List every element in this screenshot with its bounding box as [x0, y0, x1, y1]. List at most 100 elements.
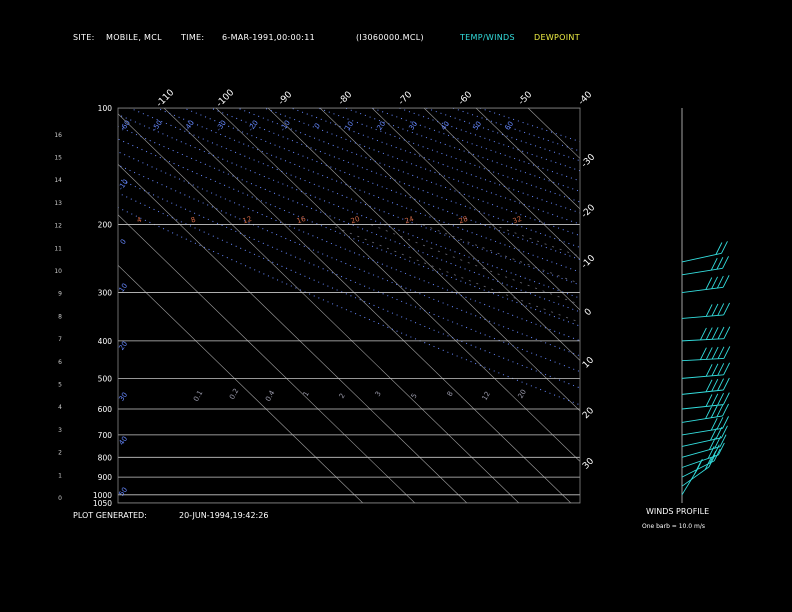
- height-km-tick-label: 2: [58, 450, 62, 457]
- mixing-ratio-label: 8: [446, 390, 455, 398]
- wind-barb-flag: [723, 346, 731, 359]
- isotherm-line: [319, 108, 580, 361]
- temperature-tick-label-right: -30: [580, 152, 598, 170]
- wind-barb-flag: [705, 347, 713, 360]
- wind-barb-flag: [719, 434, 727, 447]
- wind-barb-flag: [723, 326, 731, 339]
- temperature-tick-label-top: -50: [517, 90, 535, 108]
- wind-barb-shaft: [681, 404, 724, 410]
- dry-adiabat-label: 30: [408, 120, 420, 132]
- dry-adiabat-line: [479, 108, 580, 143]
- grid-lines: [118, 108, 792, 503]
- dry-adiabat-line: [317, 108, 580, 203]
- dry-adiabat-label: 10: [344, 120, 356, 132]
- dry-adiabat-label: -40: [183, 119, 196, 133]
- wind-barb-flag: [717, 442, 725, 456]
- wind-barb-flag: [705, 379, 713, 393]
- legend-dewpoint: DEWPOINT: [534, 33, 580, 42]
- temperature-tick-label-top: -100: [215, 88, 237, 110]
- temperature-tick-label-right: -10: [580, 253, 598, 271]
- site-value: MOBILE, MCL: [106, 33, 162, 42]
- isotherm-line: [527, 108, 580, 159]
- wind-barb-flag: [711, 327, 719, 340]
- height-km-tick-label: 4: [58, 404, 62, 411]
- moist-adiabat-line: [491, 224, 580, 257]
- temperature-profile-line: [596, 197, 792, 457]
- mixing-ratio-label: 1: [302, 390, 311, 398]
- dry-adiabat-line: [156, 108, 580, 273]
- wind-barb-shaft: [681, 446, 721, 458]
- mixing-ratio-label: 3: [374, 390, 383, 398]
- mixing-ratio-upper-label: 28: [458, 215, 469, 226]
- wind-barb-flag: [711, 346, 719, 360]
- dry-adiabat-label: -50: [151, 119, 164, 133]
- temperature-tick-label-right: -20: [580, 203, 598, 221]
- isotherm-line: [118, 113, 520, 503]
- pressure-tick-label: 100: [98, 104, 113, 113]
- isotherm-line: [579, 108, 580, 109]
- wind-barb-flag: [700, 347, 707, 360]
- mixing-ratio-label: 2: [338, 392, 347, 400]
- mixing-ratio-label: 0.1: [192, 389, 204, 403]
- wind-barb-shaft: [681, 427, 723, 436]
- mixing-ratio-line: [768, 341, 792, 503]
- dry-adiabat-line: [118, 125, 580, 313]
- wind-barb-flag: [722, 275, 730, 288]
- wind-barb-flag: [693, 462, 701, 475]
- isotherm-line: [788, 108, 792, 503]
- height-km-tick-label: 3: [58, 427, 62, 434]
- wind-barb-flag: [710, 405, 718, 418]
- temperature-tick-label-right: 20: [581, 406, 596, 421]
- wind-barb-flag: [700, 327, 707, 341]
- wind-barb-flag: [705, 277, 713, 290]
- height-km-tick-label: 7: [58, 336, 62, 343]
- isotherm-line: [118, 264, 364, 503]
- moist-adiabat-line: [328, 224, 580, 323]
- pressure-tick-label: 200: [98, 220, 113, 229]
- height-km-tick-label: 6: [58, 359, 62, 366]
- wind-barb-flag: [711, 363, 719, 377]
- dry-adiabat-label: -30: [215, 119, 228, 133]
- height-km-tick-label: 10: [54, 268, 62, 275]
- mixing-ratio-upper-label: 12: [242, 215, 253, 226]
- pressure-tick-label: 700: [98, 431, 113, 440]
- wind-barb-flag: [717, 303, 725, 316]
- temperature-tick-label-top: -90: [277, 90, 295, 108]
- wind-barb-flag: [716, 404, 724, 418]
- temperature-tick-label-right: 0: [583, 307, 594, 318]
- mixing-ratio-label: 0.2: [228, 387, 240, 401]
- dry-adiabat-label-left: 30: [118, 391, 130, 403]
- mixing-ratio-upper-label: 16: [296, 215, 308, 226]
- site-label: SITE:: [73, 33, 95, 42]
- pressure-tick-label: 1000: [93, 491, 112, 500]
- wind-barb-flag: [716, 257, 724, 270]
- wind-barb-flag: [722, 416, 729, 429]
- dry-adiabat-label-left: 20: [118, 340, 130, 352]
- wind-barb-shaft: [681, 466, 710, 487]
- wind-barb-shaft: [681, 314, 724, 319]
- wind-barb-flag: [721, 425, 728, 439]
- pressure-tick-label: 900: [98, 473, 113, 482]
- pressure-tick-label: 500: [98, 374, 113, 383]
- pressure-tick-label: 800: [98, 453, 113, 462]
- dry-adiabat-line: [118, 164, 580, 357]
- mixing-ratio-upper-label: 4: [136, 215, 143, 224]
- winds-profile: [681, 108, 731, 503]
- isotherm-line: [371, 108, 580, 311]
- wind-barb-flag: [710, 257, 718, 271]
- temperature-tick-label-top: -40: [577, 90, 595, 108]
- height-km-tick-label: 5: [58, 382, 62, 389]
- height-km-tick-label: 16: [54, 132, 62, 139]
- dry-adiabat-label: -20: [247, 119, 260, 133]
- wind-barb-flag: [711, 393, 719, 407]
- wind-barb-flag: [722, 403, 729, 417]
- dry-adiabat-line: [210, 108, 580, 248]
- wind-barb-flag: [711, 379, 719, 392]
- isotherm-line: [118, 214, 416, 503]
- wind-barb-shaft: [681, 374, 724, 379]
- plot-border: [117, 107, 581, 504]
- wind-barb-flag: [705, 327, 713, 340]
- wind-barb-shaft: [681, 415, 723, 423]
- mixing-ratio-label: 0.4: [264, 389, 277, 403]
- isotherm-line: [215, 108, 580, 462]
